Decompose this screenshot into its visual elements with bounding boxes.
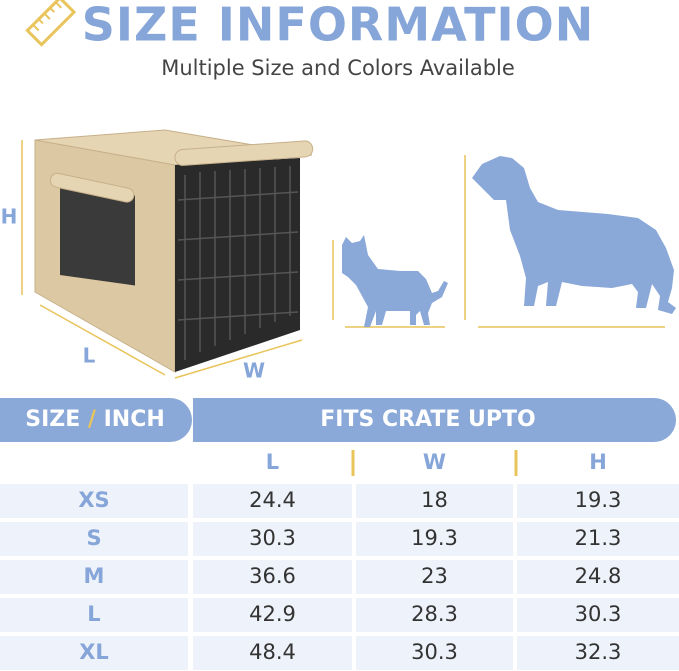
- width-label: W: [243, 359, 265, 383]
- cell-bg: [0, 522, 188, 556]
- cell-value: 21.3: [575, 526, 622, 550]
- dimension-lines: [21, 140, 665, 379]
- size-label: S: [86, 526, 101, 550]
- cell-bg: [517, 598, 679, 632]
- size-label: M: [84, 564, 105, 588]
- cell-value: 24.4: [249, 488, 296, 512]
- slash: /: [88, 407, 97, 432]
- cell-bg: [517, 522, 679, 556]
- size-word: SIZE: [25, 407, 80, 432]
- size-label: XS: [78, 488, 109, 512]
- size-label: XL: [79, 640, 109, 664]
- cell-bg: [517, 560, 679, 594]
- cell-value: 24.8: [575, 564, 622, 588]
- cat-silhouette: [342, 235, 448, 327]
- cell-bg: [193, 484, 352, 518]
- cell-value: 30.3: [249, 526, 296, 550]
- column-header: H: [589, 450, 607, 474]
- cell-value: 28.3: [411, 602, 458, 626]
- size-header-bar: [0, 398, 192, 442]
- column-header: L: [266, 450, 279, 474]
- cell-value: 30.3: [411, 640, 458, 664]
- cell-bg: [356, 560, 513, 594]
- subtitle: Multiple Size and Colors Available: [161, 56, 515, 80]
- ruler-icon: [25, 0, 77, 47]
- cell-bg: [356, 484, 513, 518]
- title: SIZE INFORMATION: [82, 0, 595, 52]
- crate-illustration: [34, 129, 314, 373]
- fits-header: FITS CRATE UPTO: [320, 407, 536, 432]
- fits-header-bar: [193, 398, 676, 442]
- length-label: L: [83, 344, 96, 368]
- cell-bg: [0, 484, 188, 518]
- cell-value: 18: [421, 488, 448, 512]
- size-label: L: [87, 602, 100, 626]
- cell-bg: [193, 560, 352, 594]
- cell-bg: [517, 636, 679, 670]
- cell-value: 36.6: [249, 564, 296, 588]
- cell-bg: [0, 598, 188, 632]
- cell-bg: [356, 522, 513, 556]
- cell-value: 23: [421, 564, 448, 588]
- cell-value: 48.4: [249, 640, 296, 664]
- cell-bg: [356, 636, 513, 670]
- height-label: H: [1, 205, 18, 229]
- dog-silhouette: [472, 156, 676, 314]
- cell-bg: [193, 522, 352, 556]
- cell-bg: [356, 598, 513, 632]
- cell-bg: [193, 636, 352, 670]
- size-header: SIZE / INCH: [25, 407, 165, 432]
- cell-value: 42.9: [249, 602, 296, 626]
- cell-bg: [0, 560, 188, 594]
- cell-value: 19.3: [575, 488, 622, 512]
- cell-value: 32.3: [575, 640, 622, 664]
- unit-word: INCH: [104, 407, 165, 432]
- cell-bg: [517, 484, 679, 518]
- cell-value: 30.3: [575, 602, 622, 626]
- table-body: L W H XS 24.4 18 19.3 S 30.3 19.3 21.3 M 36.6 23 24.8 L…: [0, 450, 679, 670]
- cell-value: 19.3: [411, 526, 458, 550]
- cell-bg: [0, 636, 188, 670]
- column-header: W: [423, 450, 446, 474]
- cell-bg: [193, 598, 352, 632]
